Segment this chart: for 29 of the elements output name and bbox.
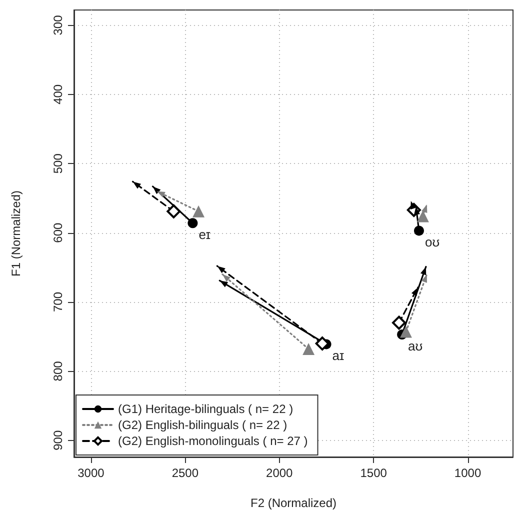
annotation: aʊ: [408, 338, 423, 354]
x-tick-label: 2000: [266, 466, 294, 480]
y-tick-label: 400: [51, 84, 65, 104]
y-tick-label: 600: [51, 222, 65, 243]
point: [302, 343, 315, 356]
point: [392, 316, 406, 330]
x-tick-label: 1000: [454, 466, 482, 480]
y-tick-label: 900: [51, 430, 65, 450]
point: [416, 210, 429, 222]
y-tick-label: 500: [51, 153, 65, 174]
x-tick-label: 1500: [360, 466, 388, 480]
legend-label: (G2) English-bilinguals ( n= 22 ): [118, 418, 288, 432]
annotation: oʊ: [424, 234, 440, 250]
x-tick-label: 2500: [172, 466, 199, 480]
annotation: eɪ: [198, 227, 211, 242]
point: [414, 226, 424, 236]
annotation: aɪ: [332, 348, 345, 364]
legend-label: (G2) English-monolinguals ( n= 27 ): [118, 434, 308, 448]
point: [166, 204, 181, 218]
legend-label: (G1) Heritage-bilinguals ( n= 22 ): [118, 402, 294, 416]
x-axis-title: F2 (Normalized): [250, 496, 337, 510]
point: [192, 205, 205, 218]
x-tick-label: 3000: [78, 466, 105, 480]
point: [400, 326, 412, 338]
y-axis-title: F1 (Normalized): [9, 190, 23, 277]
y-tick-label: 300: [51, 14, 65, 36]
y-tick-label: 800: [51, 360, 65, 382]
point: [188, 218, 198, 228]
y-tick-label: 700: [51, 292, 65, 312]
